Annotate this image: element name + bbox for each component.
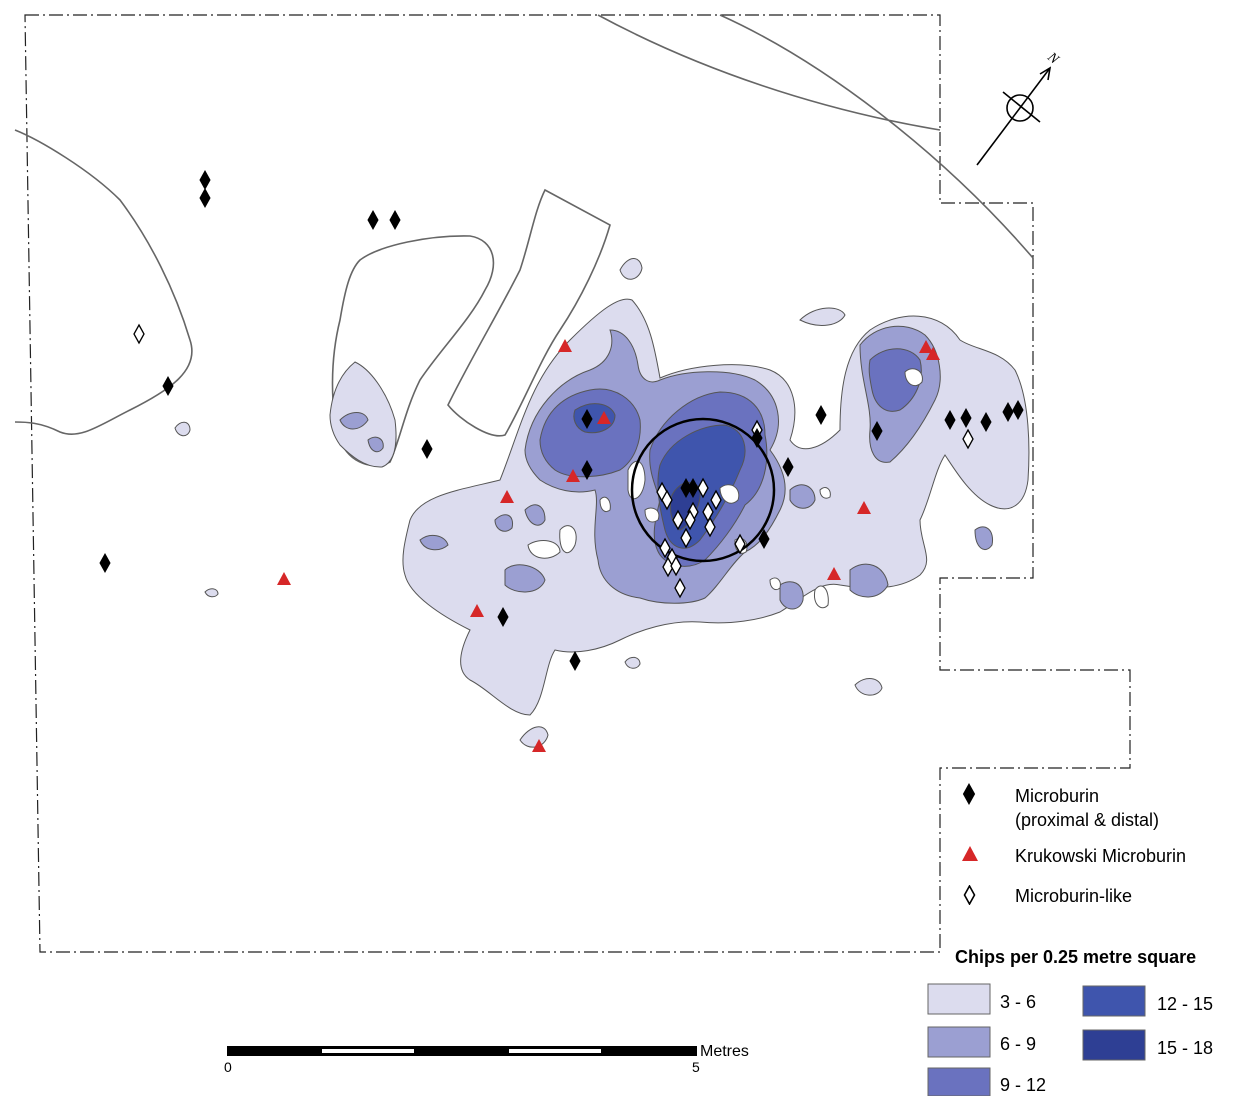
microburin-marker bbox=[497, 606, 509, 628]
krukowski-microburin-marker bbox=[857, 501, 871, 514]
microburin-like-marker bbox=[710, 489, 722, 511]
krukowski-microburin-marker bbox=[827, 567, 841, 580]
microburin-marker bbox=[367, 209, 379, 231]
north-arrow-label: N bbox=[1044, 49, 1062, 68]
microburin-marker bbox=[815, 404, 827, 426]
legend-microburin-like-symbol bbox=[963, 885, 976, 905]
scale-bar-end-label: 5 bbox=[692, 1059, 700, 1075]
feature-circle bbox=[630, 417, 776, 563]
microburin-marker bbox=[687, 477, 699, 499]
krukowski-microburin-marker bbox=[597, 411, 611, 424]
microburin-marker bbox=[581, 408, 593, 430]
microburin-marker bbox=[199, 169, 211, 191]
legend-microburin-sublabel: (proximal & distal) bbox=[1015, 810, 1159, 830]
microburin-like-marker bbox=[659, 537, 671, 559]
symbols-legend: Microburin (proximal & distal) Krukowski… bbox=[962, 783, 1186, 906]
microburin-marker bbox=[581, 459, 593, 481]
legend-microburin-symbol bbox=[962, 783, 976, 805]
microburin-like-marker bbox=[133, 323, 145, 345]
density-legend: Chips per 0.25 metre square 3 - 6 6 - 9 … bbox=[927, 947, 1213, 1096]
scale-bar: 0 5 Metres bbox=[224, 1043, 749, 1075]
krukowski-microburin-layer bbox=[277, 339, 940, 752]
microburin-like-marker bbox=[680, 527, 692, 549]
feature-outline-elongated-b bbox=[447, 188, 611, 437]
microburin-like-marker bbox=[672, 509, 684, 531]
krukowski-microburin-marker bbox=[926, 347, 940, 360]
krukowski-microburin-marker bbox=[470, 604, 484, 617]
microburin-like-marker bbox=[670, 555, 682, 577]
krukowski-microburin-marker bbox=[566, 469, 580, 482]
density-legend-title: Chips per 0.25 metre square bbox=[955, 947, 1196, 967]
density-swatch-6-9 bbox=[927, 1026, 991, 1058]
microburin-like-marker bbox=[697, 477, 709, 499]
density-label-3-6: 3 - 6 bbox=[1000, 992, 1036, 1012]
feature-outlines bbox=[14, 14, 1034, 467]
microburin-marker bbox=[1012, 399, 1024, 421]
microburin-marker bbox=[751, 427, 763, 449]
feature-outline-elongated-a bbox=[331, 235, 495, 467]
microburin-marker bbox=[389, 209, 401, 231]
legend-microburin-label: Microburin bbox=[1015, 786, 1099, 806]
feature-outline-west bbox=[14, 129, 193, 435]
density-swatch-9-12 bbox=[927, 1067, 991, 1096]
microburin-marker bbox=[758, 528, 770, 550]
microburin-marker bbox=[960, 407, 972, 429]
legend-krukowski-symbol bbox=[962, 846, 978, 861]
microburin-like-marker bbox=[662, 556, 674, 578]
microburin-marker bbox=[1002, 401, 1014, 423]
microburin-marker bbox=[782, 456, 794, 478]
microburin-marker bbox=[980, 411, 992, 433]
krukowski-microburin-marker bbox=[500, 490, 514, 503]
microburin-marker bbox=[569, 650, 581, 672]
microburin-marker bbox=[871, 420, 883, 442]
microburin-like-marker bbox=[704, 516, 716, 538]
density-label-9-12: 9 - 12 bbox=[1000, 1075, 1046, 1095]
microburin-like-marker bbox=[661, 489, 673, 511]
krukowski-microburin-marker bbox=[532, 739, 546, 752]
density-contours bbox=[174, 258, 1030, 748]
microburin-marker bbox=[944, 409, 956, 431]
density-label-6-9: 6 - 9 bbox=[1000, 1034, 1036, 1054]
microburin-layer bbox=[99, 169, 1024, 672]
scale-bar-unit-label: Metres bbox=[700, 1043, 749, 1060]
density-swatch-15-18 bbox=[1082, 1029, 1146, 1061]
linear-feature-ne-1 bbox=[597, 14, 941, 131]
density-label-15-18: 15 - 18 bbox=[1157, 1038, 1213, 1058]
krukowski-microburin-marker bbox=[558, 339, 572, 352]
microburin-like-marker bbox=[684, 509, 696, 531]
microburin-like-layer bbox=[133, 323, 974, 599]
density-swatch-12-15 bbox=[1082, 985, 1146, 1017]
microburin-marker bbox=[199, 187, 211, 209]
density-label-12-15: 12 - 15 bbox=[1157, 994, 1213, 1014]
linear-feature-ne-2 bbox=[719, 14, 1034, 259]
microburin-like-marker bbox=[962, 428, 974, 450]
density-swatch-3-6 bbox=[927, 983, 991, 1015]
microburin-like-marker bbox=[734, 533, 746, 555]
density-gaps bbox=[527, 368, 923, 609]
excavation-boundary bbox=[24, 14, 1131, 953]
scale-bar-start-label: 0 bbox=[224, 1059, 232, 1075]
microburin-marker bbox=[421, 438, 433, 460]
legend-krukowski-label: Krukowski Microburin bbox=[1015, 846, 1186, 866]
microburin-like-marker bbox=[674, 577, 686, 599]
north-arrow bbox=[976, 66, 1052, 166]
microburin-marker bbox=[99, 552, 111, 574]
krukowski-microburin-marker bbox=[919, 340, 933, 353]
legend-microburin-like-label: Microburin-like bbox=[1015, 886, 1132, 906]
krukowski-microburin-marker bbox=[277, 572, 291, 585]
microburin-marker bbox=[162, 375, 174, 397]
